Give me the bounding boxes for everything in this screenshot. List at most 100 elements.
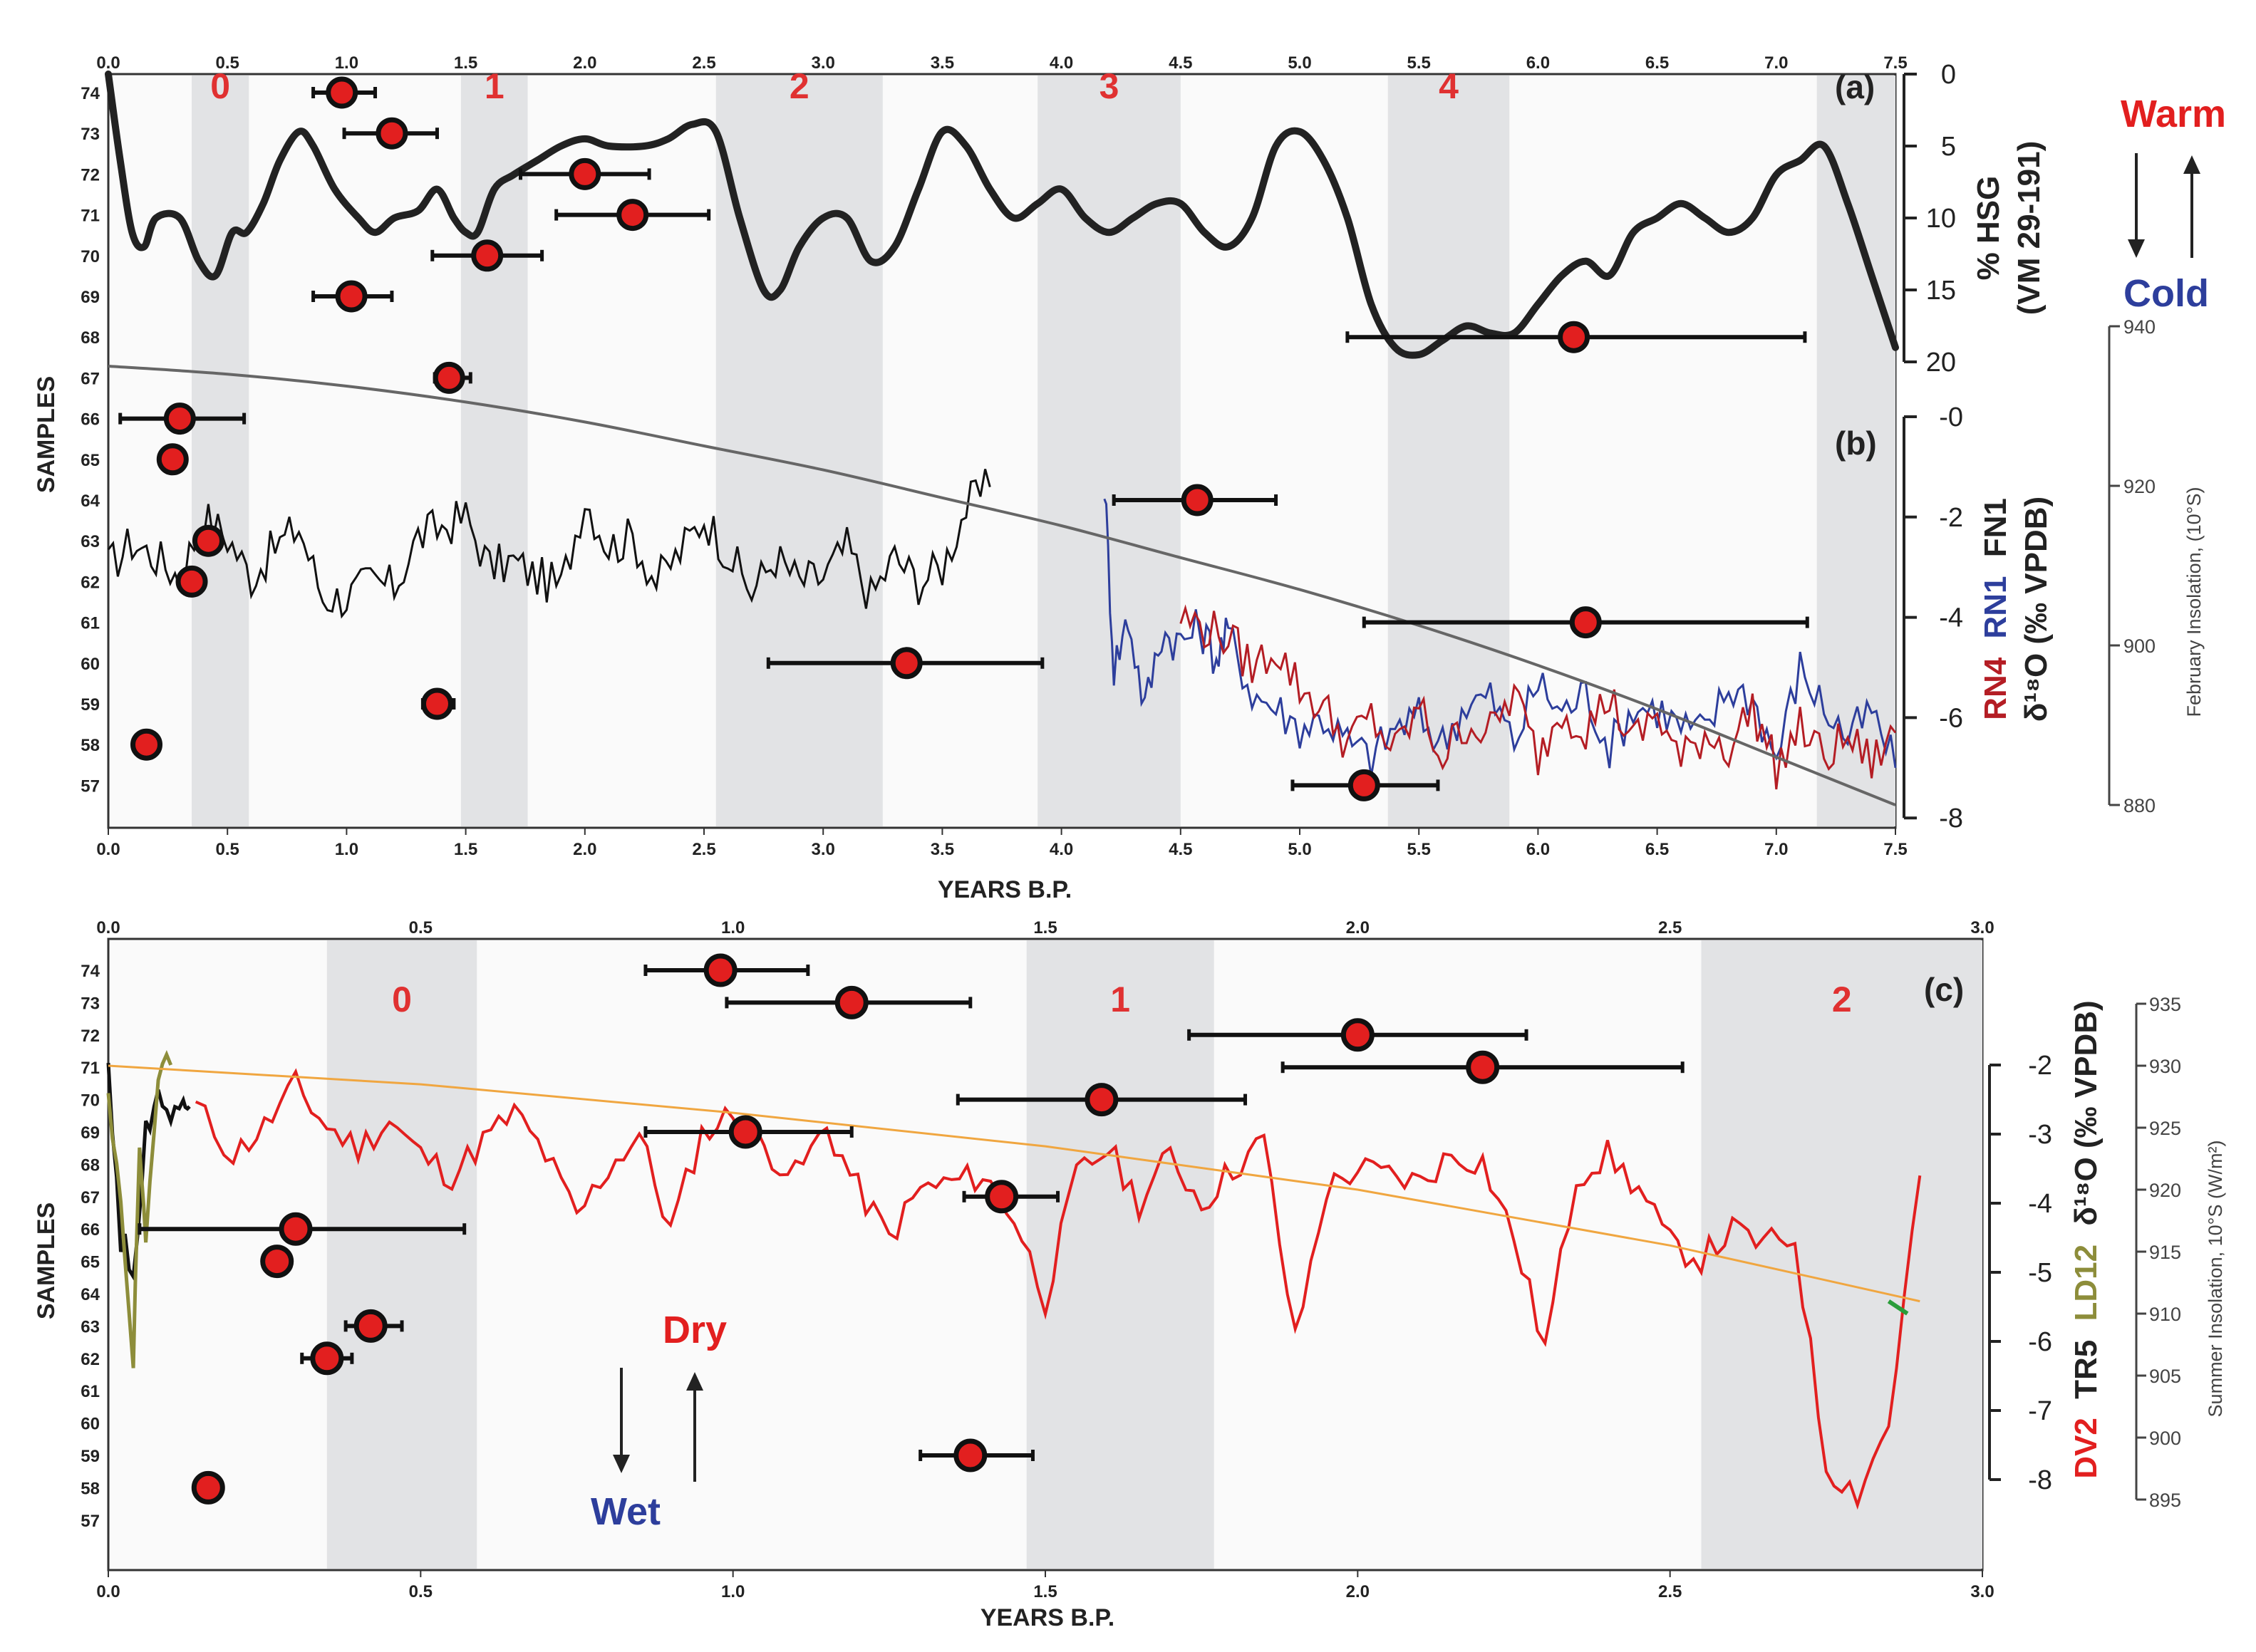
- panel-b-series: [107, 365, 1897, 806]
- x-tick-label: 3.0: [812, 840, 835, 859]
- samples-tick-label: 72: [81, 165, 100, 185]
- x-top-tick-label: 2.5: [692, 53, 715, 73]
- samples-tick-label: 59: [81, 1447, 100, 1466]
- samples-tick-label: 57: [81, 1512, 100, 1531]
- samples-tick-label: 70: [81, 247, 100, 266]
- samples-tick-label: 58: [81, 1479, 100, 1498]
- panel-b-axis-title: RN4 RN1 FN1: [1978, 498, 2013, 720]
- x-top-tick-label: 6.0: [1526, 53, 1550, 73]
- rn4-series-line: [1179, 604, 1897, 790]
- warm-label: Warm: [2121, 93, 2226, 135]
- sample-point: [191, 1470, 225, 1505]
- x-top-tick-label: 6.5: [1645, 53, 1669, 73]
- hsg-tick-label: 15: [1926, 276, 1956, 306]
- shaded-zone-top: [1387, 76, 1510, 826]
- panel-c-samples: [138, 953, 1685, 1505]
- x-tick-label: 2.5: [1658, 1582, 1682, 1601]
- x-tick-label: 0.5: [409, 1582, 433, 1601]
- top-shaded-zones: 0 1 2 3 4: [192, 66, 1895, 826]
- x-top-tick-label: 1.5: [1033, 918, 1057, 937]
- hsg-series-line: [105, 71, 1899, 359]
- c-d18o-tick-label: -5: [2028, 1258, 2052, 1288]
- summer-insolation-tick-label: 895: [2149, 1490, 2181, 1511]
- sample-point: [1181, 484, 1214, 516]
- x-top-tick-label: 0.0: [96, 918, 120, 937]
- sample-point: [353, 1309, 388, 1343]
- x-tick-label: 2.0: [1346, 1582, 1370, 1601]
- samples-tick-label: 57: [81, 776, 100, 796]
- summer-insolation-tick-label: 900: [2149, 1428, 2181, 1449]
- x-top-tick-label: 4.0: [1050, 53, 1073, 73]
- x-tick-label: 6.0: [1526, 840, 1550, 859]
- samples-tick-label: 64: [81, 492, 100, 511]
- samples-tick-label: 71: [81, 1059, 100, 1078]
- zone-label: 1: [485, 66, 505, 106]
- tr5-label: TR5: [2069, 1340, 2104, 1399]
- x-top-tick-label: 2.0: [1346, 918, 1370, 937]
- x-top-tick-label: 3.5: [931, 53, 954, 73]
- b-d18o-tick-label: -0: [1939, 402, 1963, 432]
- zone-label: 4: [1439, 66, 1459, 106]
- samples-tick-label: 69: [81, 288, 100, 307]
- sample-point: [616, 199, 649, 232]
- x-top-tick-label: 3.0: [812, 53, 835, 73]
- x-top-tick-label: 4.5: [1169, 53, 1192, 73]
- ld12-series-line: [106, 1049, 173, 1368]
- panel-a-samples: [118, 76, 1809, 801]
- x-tick-label: 4.5: [1169, 840, 1192, 859]
- shaded-zone-c: [1701, 940, 1982, 1569]
- hsg-tick-label: 5: [1941, 132, 1956, 162]
- x-top-tick-label: 1.0: [335, 53, 358, 73]
- samples-tick-label: 73: [81, 994, 100, 1013]
- sample-point: [376, 117, 408, 150]
- summer-insolation-tick-label: 905: [2149, 1366, 2181, 1387]
- samples-axis-title-c: SAMPLES: [33, 1202, 60, 1319]
- samples-tick-label: 62: [81, 1350, 100, 1369]
- c-d18o-tick-label: -4: [2028, 1189, 2052, 1219]
- sample-point: [471, 239, 504, 272]
- x-tick-label: 0.0: [96, 1582, 120, 1601]
- samples-tick-label: 66: [81, 410, 100, 430]
- hsg-tick-label: 10: [1926, 204, 1956, 234]
- samples-tick-label: 74: [81, 962, 100, 981]
- sample-point: [1085, 1083, 1119, 1117]
- shaded-zone-c: [1026, 940, 1214, 1569]
- summer-insolation-tick-label: 920: [2149, 1180, 2181, 1201]
- sample-point: [310, 1341, 344, 1376]
- hsg-tick-label: 20: [1926, 348, 1956, 378]
- sample-point: [163, 402, 196, 435]
- samples-tick-label: 71: [81, 207, 100, 226]
- panel-c-label: (c): [1924, 971, 1964, 1008]
- dry-arrow-icon: [686, 1372, 703, 1482]
- sample-point: [890, 647, 923, 680]
- zone-label: 1: [1110, 980, 1130, 1019]
- axis-ticks: 0.0 0.0 0.5 0.5 1.0 1.0 1.5 1.5 2.0 2.0 2.5 2.5 3.0 3…: [81, 53, 2181, 1601]
- feb-insolation-tick-label: 900: [2123, 635, 2156, 657]
- x-tick-label: 4.0: [1050, 840, 1073, 859]
- x-top-tick-label: 1.5: [454, 53, 477, 73]
- c-d18o-tick-label: -7: [2028, 1396, 2052, 1426]
- shaded-zone-top: [1816, 76, 1895, 826]
- samples-axis-title-top: SAMPLES: [33, 376, 60, 493]
- x-tick-label: 1.5: [1033, 1582, 1057, 1601]
- c-d18o-tick-label: -6: [2028, 1327, 2052, 1357]
- samples-tick-label: 64: [81, 1285, 100, 1304]
- summer-insolation-line: [108, 1064, 1920, 1303]
- x-axis-title-top: YEARS B.P.: [938, 876, 1072, 903]
- feb-insolation-line: [108, 365, 1896, 806]
- samples-tick-label: 68: [81, 328, 100, 348]
- panel-c-units: δ¹⁸O (‰ VPDB): [2069, 1000, 2104, 1225]
- hsg-tick-label: 0: [1941, 60, 1956, 90]
- sample-point: [335, 280, 368, 313]
- sample-point: [433, 361, 465, 394]
- wet-arrow-icon: [613, 1368, 630, 1473]
- sample-point: [279, 1212, 313, 1246]
- samples-tick-label: 72: [81, 1027, 100, 1046]
- x-top-tick-label: 0.5: [409, 918, 433, 937]
- x-tick-label: 1.0: [721, 1582, 745, 1601]
- wet-label: Wet: [591, 1490, 661, 1533]
- cold-label: Cold: [2123, 272, 2209, 315]
- sample-point: [175, 565, 208, 598]
- x-tick-label: 0.5: [216, 840, 239, 859]
